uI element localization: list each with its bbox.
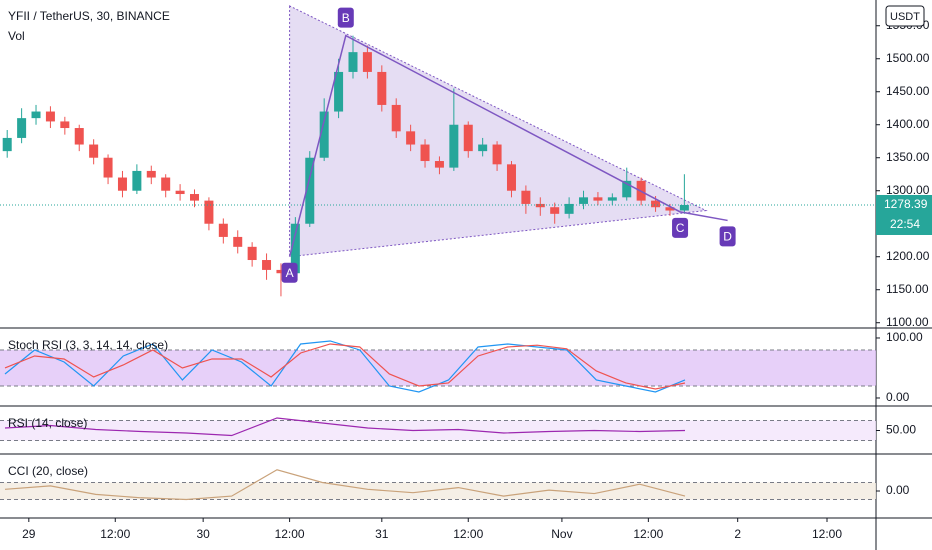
x-tick-label: 12:00: [633, 527, 663, 541]
candle-body: [463, 124, 473, 152]
countdown: 22:54: [890, 217, 920, 231]
candle-body: [449, 124, 459, 168]
candle-body: [564, 203, 574, 214]
y-tick-label: 0.00: [886, 390, 910, 404]
x-tick-label: 12:00: [812, 527, 842, 541]
candle-body: [420, 144, 430, 162]
indicator-title: Stoch RSI (3, 3, 14, 14, close): [8, 338, 168, 352]
candle-body: [161, 177, 171, 191]
candle-body: [665, 207, 675, 211]
pattern-point-box: [281, 262, 298, 283]
x-tick-label: 29: [22, 527, 36, 541]
candle-body: [262, 260, 272, 270]
x-tick-label: 12:00: [453, 527, 483, 541]
candle-body: [175, 190, 185, 195]
indicator-title: RSI (14, close): [8, 416, 87, 430]
pattern-point-box: [672, 217, 689, 238]
candle-body: [204, 200, 214, 224]
candle-body: [607, 197, 617, 201]
candle-body: [60, 121, 70, 129]
last-price-box: [876, 194, 932, 235]
y-tick-label: 1400.00: [886, 117, 930, 131]
pattern-point-label: D: [723, 230, 732, 244]
candle-body: [146, 170, 156, 178]
currency: USDT: [890, 11, 920, 23]
candle-body: [550, 207, 560, 214]
candle-body: [132, 170, 142, 191]
y-tick-label: 1450.00: [886, 84, 930, 98]
candle-body: [506, 164, 516, 191]
candle-body: [434, 161, 444, 168]
candle-body: [305, 157, 315, 224]
candle-body: [89, 144, 99, 158]
y-tick-label: 1200.00: [886, 249, 930, 263]
candle-body: [535, 203, 545, 208]
candle-body: [406, 131, 416, 145]
candle-body: [391, 104, 401, 132]
pattern-point-label: C: [676, 221, 685, 235]
candle-body: [276, 269, 286, 274]
last-price-label: 1278.39: [884, 197, 928, 211]
pattern-point-box: [337, 7, 354, 28]
candle-body: [521, 190, 531, 204]
candle-body: [2, 137, 12, 152]
y-tick-label: 1350.00: [886, 150, 930, 164]
y-tick-label: 100.00: [886, 330, 923, 344]
y-tick-label: 50.00: [886, 423, 916, 437]
candle-body: [74, 128, 84, 145]
pattern-point-label: B: [342, 11, 350, 25]
candle-body: [247, 246, 257, 261]
candle-body: [651, 200, 661, 208]
indicator-band: [0, 349, 876, 386]
pattern-point-label: A: [286, 266, 294, 280]
x-tick-label: 12:00: [275, 527, 305, 541]
indicator-band: [0, 482, 876, 500]
x-tick-label: 2: [734, 527, 741, 541]
candle-body: [377, 71, 387, 105]
y-tick-label: 1500.00: [886, 51, 930, 65]
candle-body: [117, 177, 127, 191]
candle-body: [103, 157, 113, 178]
volume-label: Vol: [8, 29, 25, 43]
pattern-line: [288, 34, 728, 257]
candle-body: [17, 118, 27, 138]
candle-body: [31, 111, 41, 119]
candle-body: [679, 204, 689, 211]
candle-body: [593, 197, 603, 201]
x-tick-label: 30: [196, 527, 210, 541]
indicator-line: [4, 417, 686, 437]
y-tick-label: 1150.00: [886, 282, 929, 296]
y-tick-label: 0.00: [886, 483, 910, 497]
candle-body: [190, 194, 200, 201]
candle-body: [478, 144, 488, 152]
candle-body: [319, 111, 329, 158]
pattern-triangle: [289, 5, 708, 258]
x-tick-label: Nov: [551, 527, 572, 541]
candle-body: [348, 52, 358, 72]
candle-body: [334, 71, 344, 112]
candle-body: [622, 180, 632, 198]
currency-box: [885, 5, 925, 27]
candle-body: [579, 197, 589, 204]
x-tick-label: 31: [375, 527, 389, 541]
candle-body: [233, 236, 243, 247]
pattern-point-box: [719, 226, 736, 247]
y-tick-label: 1100.00: [886, 315, 929, 329]
indicator-line: [4, 469, 686, 501]
indicator-line: [4, 343, 686, 390]
candle-body: [290, 223, 300, 274]
y-tick-label: 1300.00: [886, 183, 930, 197]
candle-body: [218, 223, 228, 237]
candle-body: [492, 144, 502, 165]
candle-body: [362, 52, 372, 72]
indicator-title: CCI (20, close): [8, 464, 88, 478]
chart-title: YFII / TetherUS, 30, BINANCE: [8, 9, 170, 23]
x-tick-label: 12:00: [100, 527, 130, 541]
candle-body: [45, 111, 55, 122]
